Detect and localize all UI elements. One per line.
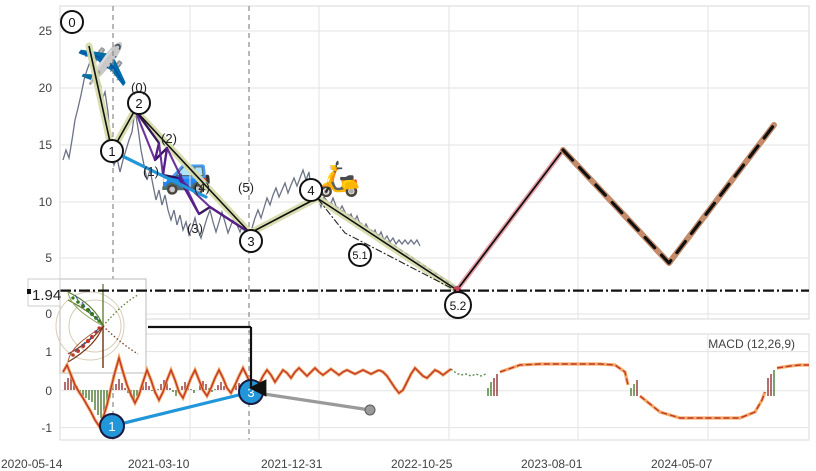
svg-text:5.1: 5.1	[352, 250, 367, 262]
svg-text:0: 0	[68, 15, 75, 30]
svg-text:2022-10-25: 2022-10-25	[391, 457, 453, 471]
svg-text:(5): (5)	[238, 180, 254, 195]
svg-text:20: 20	[39, 81, 53, 95]
svg-text:(2): (2)	[161, 131, 177, 146]
svg-text:2021-12-31: 2021-12-31	[261, 457, 323, 471]
svg-text:25: 25	[39, 24, 53, 38]
svg-text:1: 1	[108, 419, 115, 434]
svg-text:5.2: 5.2	[450, 299, 467, 313]
svg-text:-1: -1	[41, 421, 52, 435]
svg-text:MACD (12,26,9): MACD (12,26,9)	[708, 337, 795, 351]
svg-text:4: 4	[307, 183, 314, 198]
svg-text:(4): (4)	[194, 180, 210, 195]
svg-text:(0): (0)	[131, 80, 147, 95]
svg-text:15: 15	[39, 138, 53, 152]
svg-text:1: 1	[45, 345, 52, 359]
svg-text:5: 5	[45, 251, 52, 265]
svg-text:3: 3	[247, 234, 254, 249]
svg-text:2024-05-07: 2024-05-07	[651, 457, 713, 471]
svg-text:(1): (1)	[143, 164, 159, 179]
svg-text:1: 1	[108, 144, 115, 159]
svg-text:0: 0	[45, 307, 52, 321]
svg-text:2020-05-14: 2020-05-14	[1, 457, 63, 471]
svg-text:0: 0	[45, 384, 52, 398]
svg-text:(3): (3)	[187, 221, 203, 236]
svg-text:2: 2	[135, 96, 142, 111]
svg-text:1.94: 1.94	[32, 287, 61, 304]
svg-text:2023-08-01: 2023-08-01	[521, 457, 583, 471]
svg-text:2021-03-10: 2021-03-10	[128, 457, 190, 471]
svg-text:10: 10	[39, 195, 53, 209]
